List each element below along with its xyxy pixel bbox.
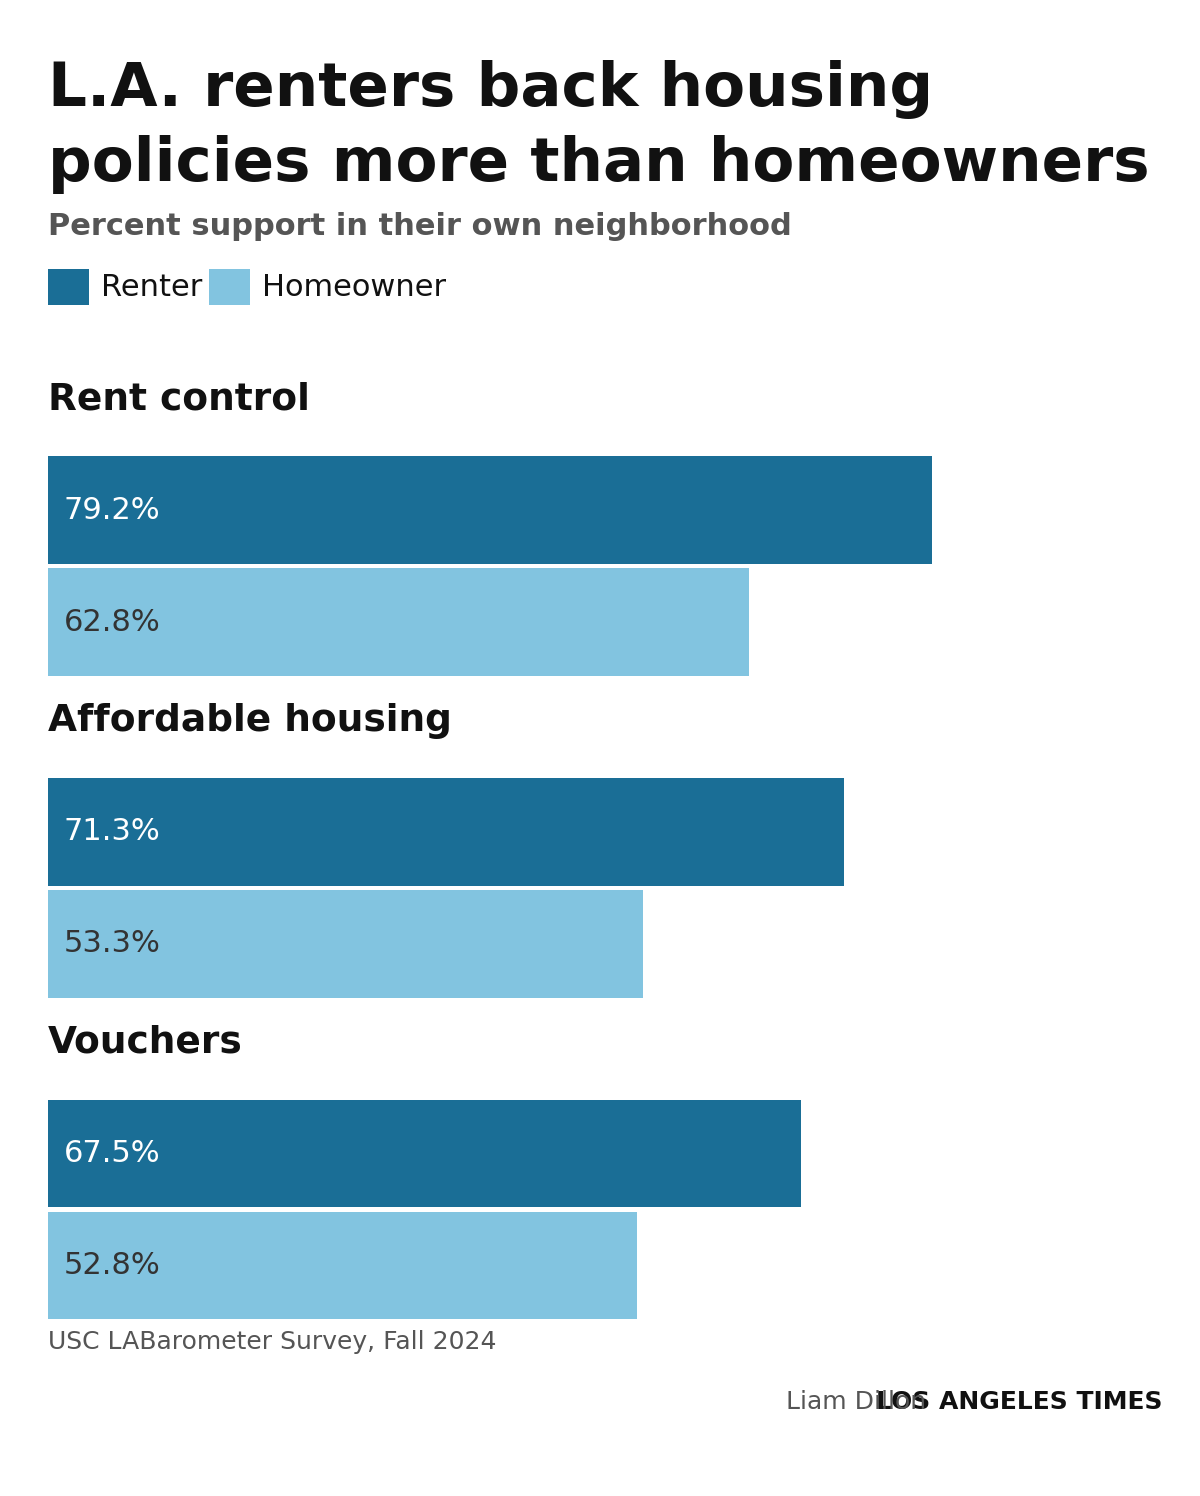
Text: Affordable housing: Affordable housing (48, 703, 452, 739)
FancyBboxPatch shape (48, 1100, 802, 1207)
Text: Renter: Renter (101, 272, 202, 302)
Text: Homeowner: Homeowner (262, 272, 445, 302)
FancyBboxPatch shape (48, 1212, 637, 1319)
Text: 79.2%: 79.2% (64, 495, 161, 525)
FancyBboxPatch shape (48, 890, 643, 998)
FancyBboxPatch shape (48, 568, 749, 676)
Text: L.A. renters back housing: L.A. renters back housing (48, 60, 934, 118)
Text: 53.3%: 53.3% (64, 929, 161, 959)
Text: Rent control: Rent control (48, 381, 310, 417)
Text: policies more than homeowners: policies more than homeowners (48, 135, 1150, 193)
FancyBboxPatch shape (48, 778, 844, 886)
FancyBboxPatch shape (48, 269, 89, 305)
FancyBboxPatch shape (48, 456, 932, 564)
Text: 52.8%: 52.8% (64, 1251, 161, 1281)
FancyBboxPatch shape (209, 269, 250, 305)
Text: 62.8%: 62.8% (64, 607, 161, 637)
Text: LOS ANGELES TIMES: LOS ANGELES TIMES (876, 1390, 1163, 1414)
Text: 71.3%: 71.3% (64, 817, 161, 847)
Text: Vouchers: Vouchers (48, 1025, 242, 1061)
Text: USC LABarometer Survey, Fall 2024: USC LABarometer Survey, Fall 2024 (48, 1330, 497, 1354)
Text: Percent support in their own neighborhood: Percent support in their own neighborhoo… (48, 212, 792, 241)
Text: Liam Dillon: Liam Dillon (786, 1390, 942, 1414)
Text: 67.5%: 67.5% (64, 1138, 161, 1168)
